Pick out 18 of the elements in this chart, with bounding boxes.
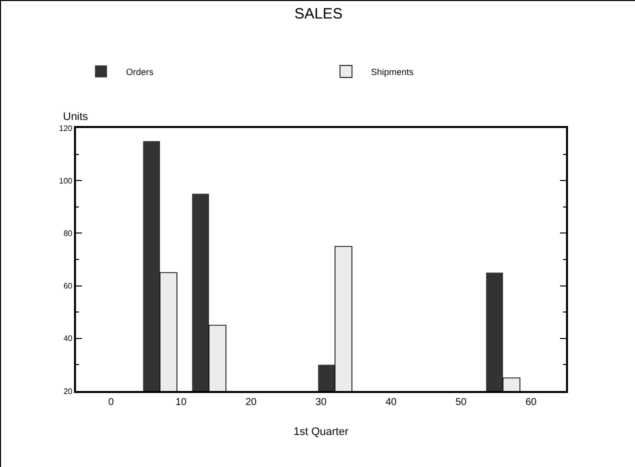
legend-label: Shipments <box>371 66 414 77</box>
y-tick-label: 40 <box>63 334 73 344</box>
y-axis-title: Units <box>63 111 89 123</box>
x-tick-label: 20 <box>245 397 257 408</box>
x-tick-label: 50 <box>455 397 467 408</box>
y-tick-label: 80 <box>63 229 73 238</box>
x-tick-label: 30 <box>315 397 327 408</box>
x-axis-title: 1st Quarter <box>293 426 349 438</box>
x-tick-label: 0 <box>108 397 114 408</box>
x-tick-label: 10 <box>175 397 187 408</box>
y-tick-label: 120 <box>59 124 73 133</box>
legend-label: Orders <box>126 66 154 77</box>
y-tick-label: 100 <box>59 176 73 186</box>
x-tick-label: 40 <box>385 397 397 408</box>
x-tick-label: 60 <box>525 397 537 408</box>
y-tick-label: 60 <box>63 282 73 291</box>
chart-title: SALES <box>294 6 343 23</box>
y-tick-label: 20 <box>63 386 73 396</box>
